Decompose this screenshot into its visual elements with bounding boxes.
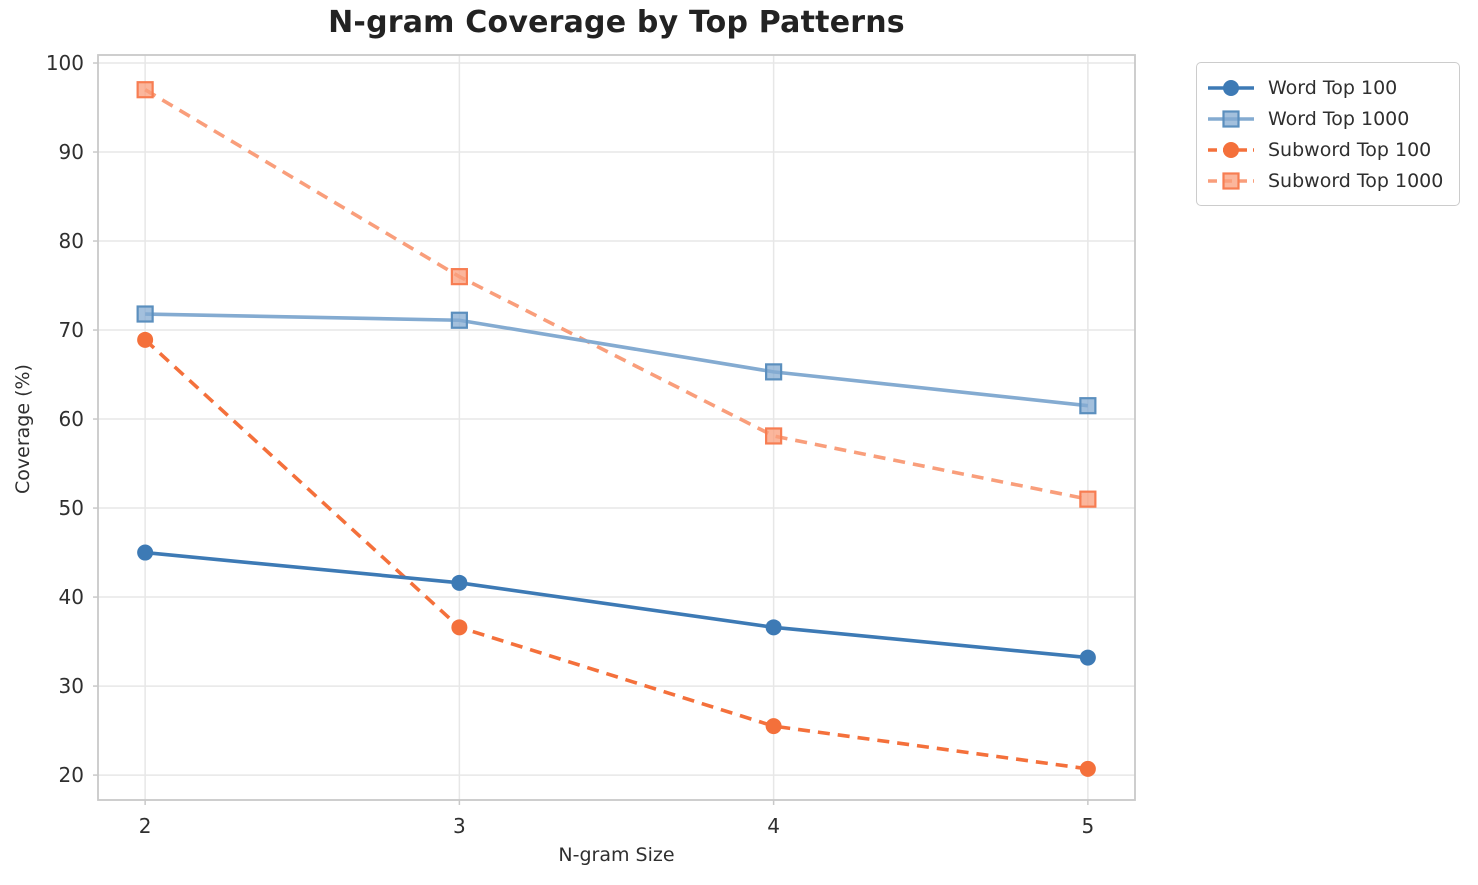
y-tick-label: 90 bbox=[59, 140, 84, 164]
legend-swatch-word-top-100 bbox=[1208, 79, 1254, 96]
series-line-word-top-100 bbox=[144, 550, 1089, 660]
marker-circle-word-top-100 bbox=[765, 619, 782, 636]
marker-square-subword-top-1000 bbox=[1079, 490, 1097, 508]
y-tick-label: 70 bbox=[59, 318, 84, 342]
legend-label: Word Top 1000 bbox=[1268, 107, 1410, 130]
marker-square-word-top-1000 bbox=[765, 363, 783, 381]
y-axis-label: Coverage (%) bbox=[12, 364, 34, 494]
series-word-top-1000 bbox=[136, 305, 1097, 415]
legend-label: Word Top 100 bbox=[1268, 76, 1398, 99]
legend-label: Subword Top 100 bbox=[1268, 138, 1432, 161]
series-subword-top-1000 bbox=[136, 81, 1097, 508]
legend-swatch-word-top-1000 bbox=[1208, 109, 1254, 128]
x-axis-label: N-gram Size bbox=[558, 844, 675, 866]
marker-circle-subword-top-100 bbox=[137, 331, 154, 348]
y-tick-label: 50 bbox=[59, 496, 84, 520]
x-tick-label: 5 bbox=[1081, 814, 1094, 838]
marker-square-subword-top-1000 bbox=[450, 268, 468, 286]
plot-frame bbox=[97, 54, 1136, 801]
marker-circle-word-top-100 bbox=[137, 544, 154, 561]
legend-marker-square bbox=[1222, 171, 1240, 190]
legend-swatch-subword-top-100 bbox=[1208, 141, 1254, 158]
x-tick-label: 3 bbox=[453, 814, 466, 838]
x-tick-label: 4 bbox=[767, 814, 780, 838]
x-tick-label: 2 bbox=[139, 814, 152, 838]
marker-square-word-top-1000 bbox=[450, 311, 468, 329]
legend-item-subword-top-100: Subword Top 100 bbox=[1207, 134, 1447, 165]
y-tick-label: 30 bbox=[59, 674, 84, 698]
y-tick-label: 40 bbox=[59, 585, 84, 609]
legend-marker-circle bbox=[1223, 141, 1239, 158]
series-line-subword-top-1000 bbox=[144, 88, 1089, 501]
marker-circle-subword-top-100 bbox=[451, 619, 468, 636]
y-tick-label: 20 bbox=[59, 763, 84, 787]
chart-title: N-gram Coverage by Top Patterns bbox=[328, 5, 905, 40]
y-tick-label: 100 bbox=[46, 51, 84, 75]
legend-marker-circle bbox=[1223, 79, 1239, 96]
marker-square-subword-top-1000 bbox=[136, 81, 154, 99]
y-tick-label: 60 bbox=[59, 407, 84, 431]
marker-square-subword-top-1000 bbox=[765, 427, 783, 445]
marker-circle-subword-top-100 bbox=[765, 718, 782, 735]
legend-item-word-top-100: Word Top 100 bbox=[1207, 72, 1447, 103]
y-tick-label: 80 bbox=[59, 229, 84, 253]
marker-circle-word-top-100 bbox=[1079, 649, 1096, 666]
marker-circle-subword-top-100 bbox=[1079, 760, 1096, 777]
legend-label: Subword Top 1000 bbox=[1268, 169, 1444, 192]
series-word-top-100 bbox=[137, 544, 1096, 666]
marker-square-word-top-1000 bbox=[1079, 397, 1097, 415]
legend-item-subword-top-1000: Subword Top 1000 bbox=[1207, 165, 1447, 196]
legend-swatch-subword-top-1000 bbox=[1208, 171, 1254, 190]
series-line-word-top-1000 bbox=[145, 312, 1089, 408]
series-subword-top-100 bbox=[137, 331, 1096, 777]
legend: Word Top 100 Word Top 1000 Subword Top 100… bbox=[1196, 62, 1460, 206]
marker-square-word-top-1000 bbox=[136, 305, 154, 323]
marker-circle-word-top-100 bbox=[451, 574, 468, 591]
legend-item-word-top-1000: Word Top 1000 bbox=[1207, 103, 1447, 134]
legend-marker-square bbox=[1222, 109, 1240, 128]
series-line-subword-top-100 bbox=[143, 338, 1089, 771]
